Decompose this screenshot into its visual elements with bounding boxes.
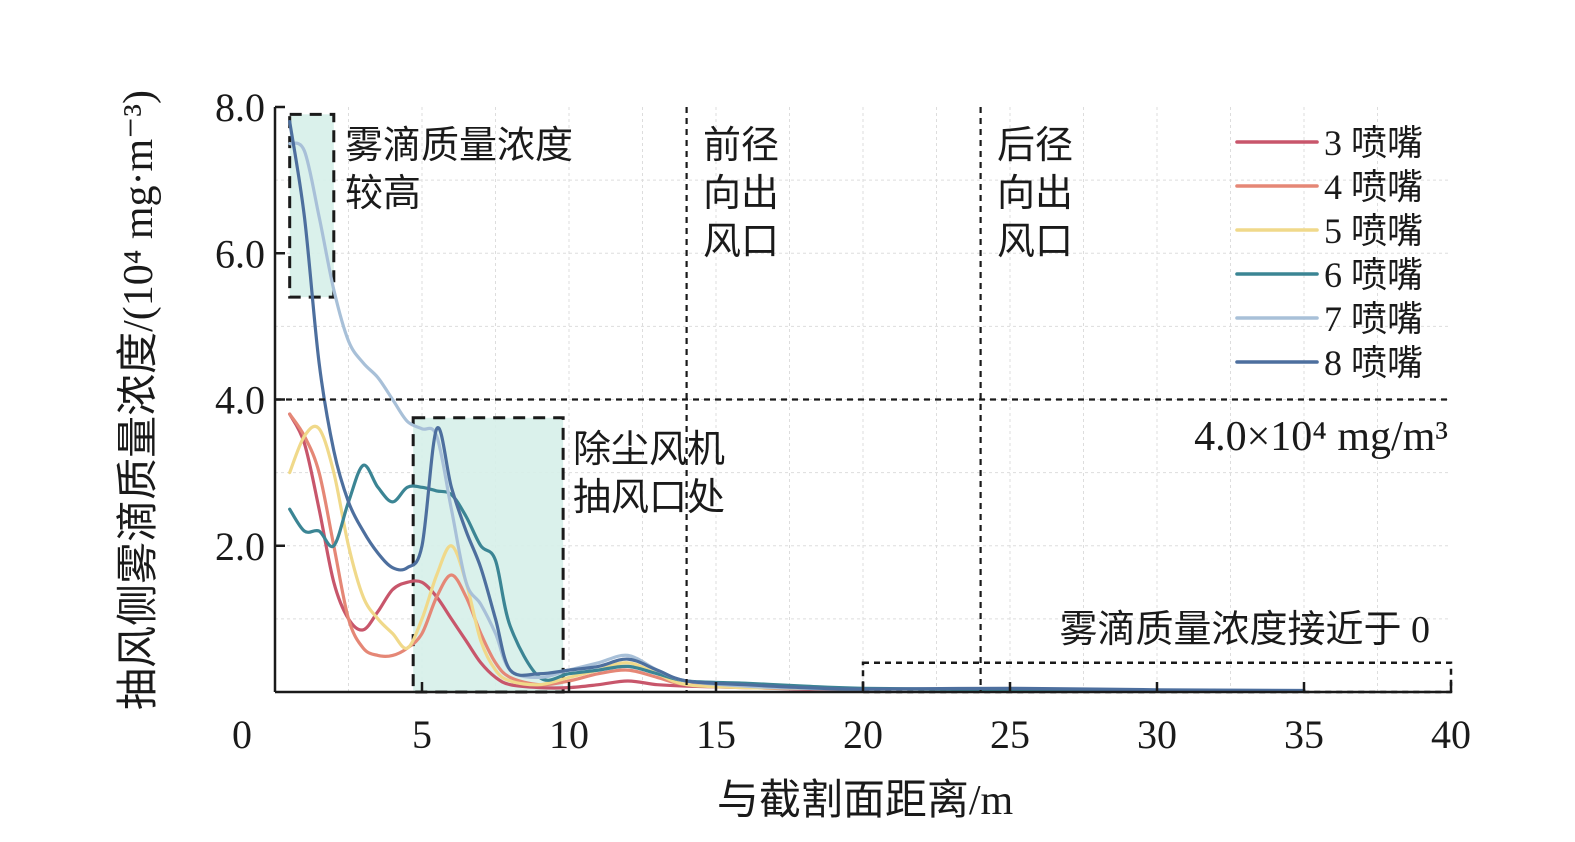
x-tick-label: 25 [990, 712, 1030, 757]
series-layer [288, 120, 1306, 693]
annotation-fan-line2: 抽风口处 [573, 477, 725, 519]
annotation-high-line1: 雾滴质量浓度 [345, 125, 573, 167]
annotation-fan-inlet: 除尘风机 抽风口处 [573, 429, 725, 519]
y-tick-label: 2.0 [215, 524, 265, 569]
legend-label-5: 7 喷嘴 [1324, 299, 1423, 339]
annotation-rear-line2: 向出 [997, 173, 1073, 215]
x-tick-label: 35 [1284, 712, 1324, 757]
legend-label-1: 3 喷嘴 [1324, 123, 1423, 163]
x-tick-label: 30 [1137, 712, 1177, 757]
annotation-rear-outlet: 后径 向出 风口 [997, 125, 1073, 263]
annotation-high-concentration: 雾滴质量浓度 较高 [345, 125, 573, 215]
x-tick-label: 15 [696, 712, 736, 757]
y-tick-label: 4.0 [215, 378, 265, 423]
legend-label-6: 8 喷嘴 [1324, 343, 1423, 383]
annotation-front-outlet: 前径 向出 风口 [703, 125, 779, 263]
x-tick-label: 0 [232, 712, 252, 757]
legend-label-4: 6 喷嘴 [1324, 255, 1423, 295]
tick-label-layer: 2.0 4.0 6.0 8.0 0 5 10 15 20 25 30 35 40 [215, 85, 1471, 757]
y-tick-label: 8.0 [215, 85, 265, 130]
legend-label-3: 5 喷嘴 [1324, 211, 1423, 251]
annotation-front-line2: 向出 [703, 173, 779, 215]
x-tick-label: 5 [412, 712, 432, 757]
reference-line-layer [275, 107, 1451, 692]
y-tick-label: 6.0 [215, 231, 265, 276]
threshold-label: 4.0×10⁴ mg/m³ [1194, 414, 1448, 460]
legend-label-2: 4 喷嘴 [1324, 167, 1423, 207]
annotation-rear-line1: 后径 [997, 125, 1073, 167]
annotation-rear-line3: 风口 [997, 221, 1073, 263]
annotation-front-line1: 前径 [703, 125, 779, 167]
x-tick-label: 20 [843, 712, 883, 757]
y-axis-title: 抽风侧雾滴质量浓度/(10⁴ mg·m⁻³) [115, 90, 162, 710]
annotation-front-line3: 风口 [703, 221, 779, 263]
region-layer [288, 112, 1453, 694]
x-tick-label: 10 [549, 712, 589, 757]
x-tick-label: 40 [1431, 712, 1471, 757]
series-line-2 [288, 412, 865, 692]
axis-layer [273, 105, 1453, 694]
annotation-fan-line1: 除尘风机 [573, 429, 725, 471]
x-axis-title: 与截割面距离/m [717, 777, 1014, 824]
series-line-6 [288, 120, 1306, 693]
annotation-near-zero: 雾滴质量浓度接近于 0 [1059, 609, 1430, 651]
annotation-high-line2: 较高 [345, 173, 421, 215]
legend: 3 喷嘴4 喷嘴5 喷嘴6 喷嘴7 喷嘴8 喷嘴 [1235, 123, 1423, 383]
